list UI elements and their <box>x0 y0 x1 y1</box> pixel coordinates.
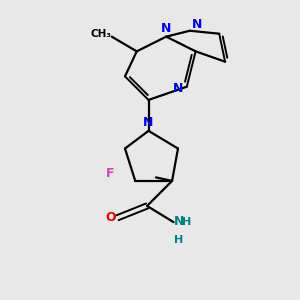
Text: N: N <box>192 18 202 31</box>
Text: F: F <box>105 167 114 180</box>
Text: H: H <box>174 235 184 245</box>
Text: N: N <box>174 215 184 228</box>
Text: CH₃: CH₃ <box>90 29 111 39</box>
Text: N: N <box>161 22 171 35</box>
Text: N: N <box>143 116 154 129</box>
Text: H: H <box>182 217 191 226</box>
Text: O: O <box>106 211 116 224</box>
Text: N: N <box>173 82 183 95</box>
